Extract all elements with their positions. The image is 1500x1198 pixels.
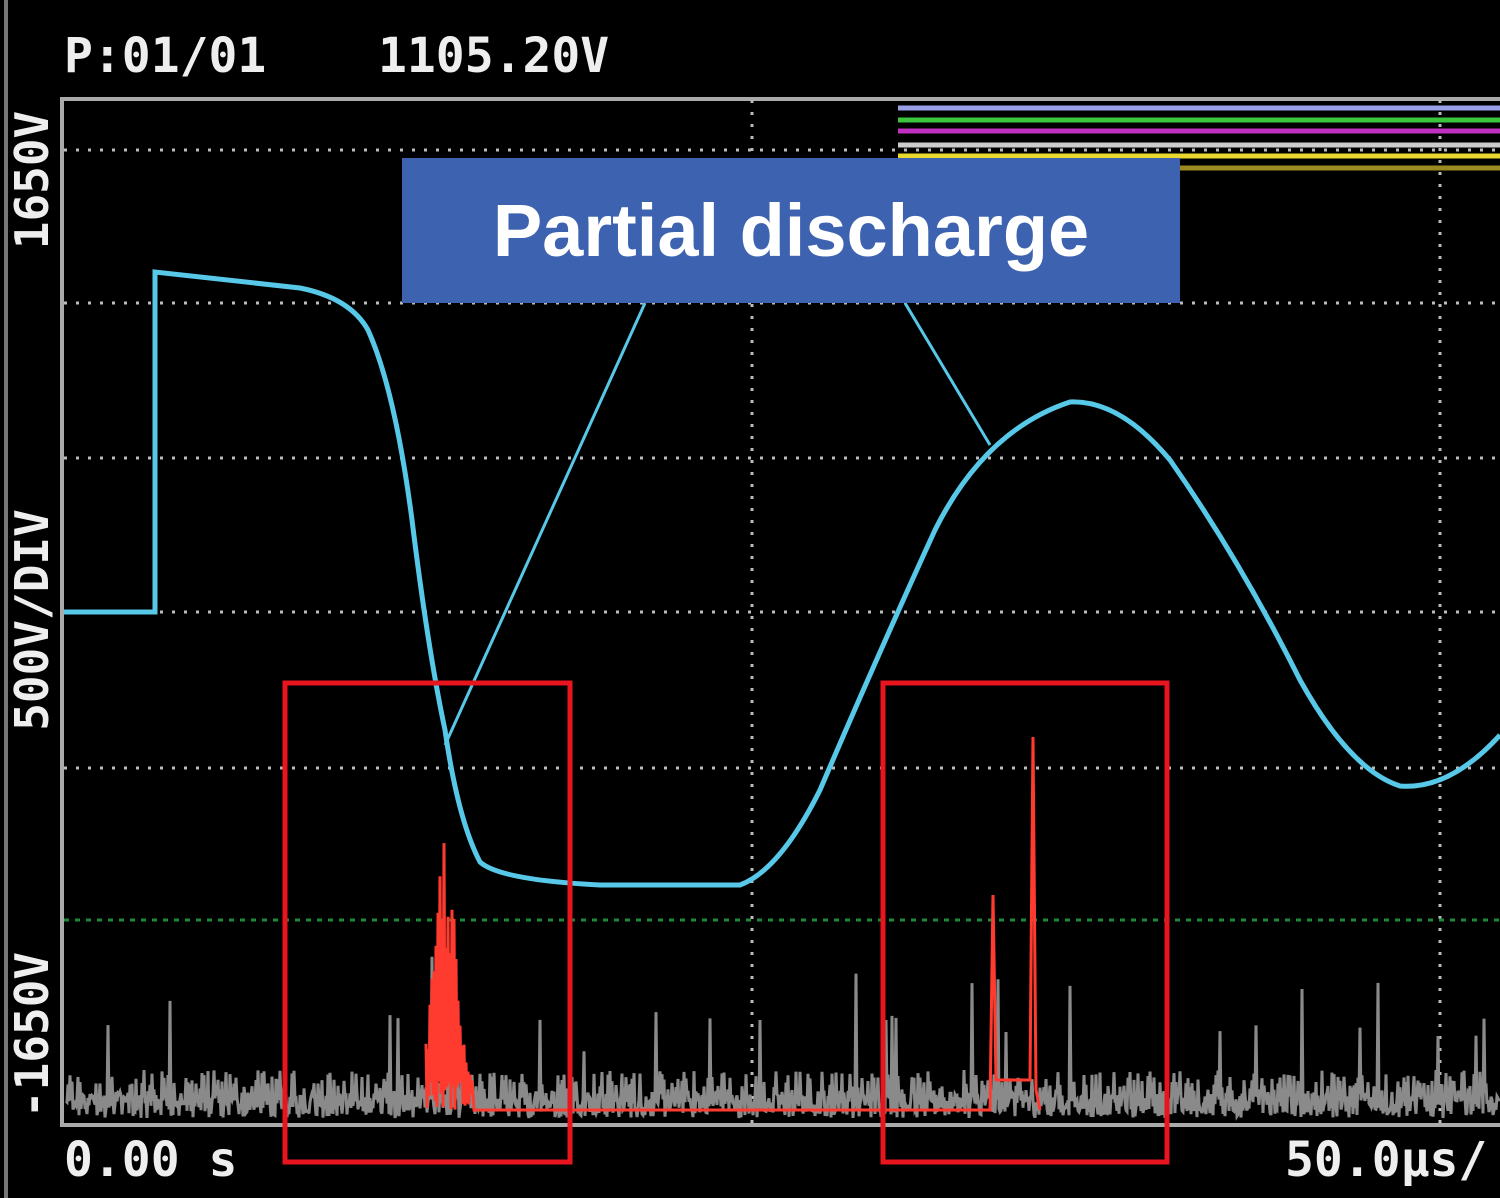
y-scale-label: 500V/DIV — [5, 509, 59, 731]
voltage-trace — [64, 269, 1500, 888]
annotation-label: Partial discharge — [493, 189, 1089, 272]
timebase: 50.0µs/ — [1285, 1132, 1487, 1188]
y-bottom-label: -1650V — [5, 952, 59, 1118]
discharge-trace — [424, 736, 1042, 1112]
highlight-box — [282, 680, 573, 1165]
time-start: 0.00 s — [64, 1132, 237, 1188]
callout-line — [903, 302, 992, 446]
page-indicator: P:01/01 — [64, 28, 266, 84]
voltage-readout: 1105.20V — [378, 28, 609, 84]
y-top-label: 1650V — [5, 111, 59, 249]
callout-line — [443, 302, 647, 746]
annotation-box — [402, 158, 1180, 303]
noise-trace — [64, 956, 1500, 1121]
highlight-box — [880, 680, 1170, 1165]
plot-frame — [60, 97, 1500, 1127]
